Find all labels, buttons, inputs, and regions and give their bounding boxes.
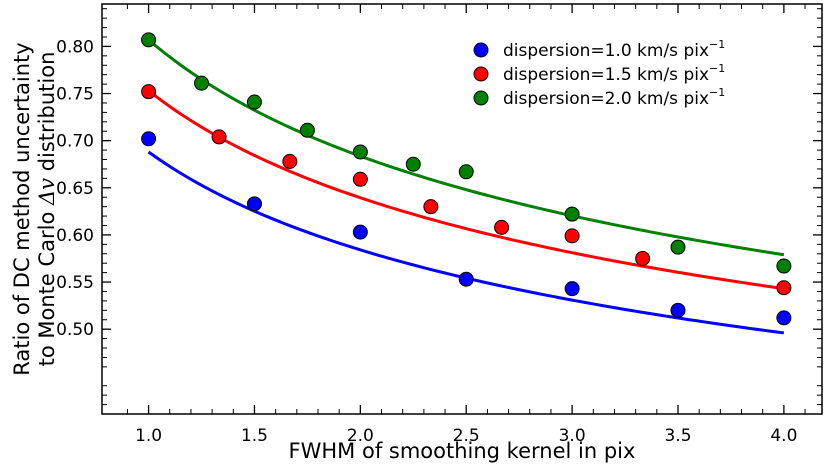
data-point-series-3 [246, 94, 262, 110]
data-point-series-1 [670, 302, 686, 318]
y-axis-label-line2-prefix: to Monte Carlo [35, 205, 59, 366]
x-tick-label: 2.0 [347, 426, 374, 446]
data-point-series-1 [776, 310, 792, 326]
data-point-series-1 [458, 271, 474, 287]
data-point-series-2 [776, 280, 792, 296]
data-point-series-2 [282, 153, 298, 169]
x-tick-label: 1.5 [241, 426, 268, 446]
x-axis-label: FWHM of smoothing kernel in pix [289, 439, 636, 463]
y-axis-label-line1: Ratio of DC method uncertainty [10, 42, 34, 375]
y-tick-label: 0.60 [56, 226, 94, 246]
data-point-series-2 [211, 129, 227, 145]
data-point-series-1 [246, 196, 262, 212]
data-point-series-3 [458, 164, 474, 180]
x-tick-label: 2.5 [453, 426, 480, 446]
y-axis-label-line2: to Monte Carlo Δv distribution [35, 52, 59, 367]
y-axis-label-2: to Monte Carlo Δv distribution [35, 52, 59, 367]
legend-label-series-1: dispersion=1.0 km/s pix−1 [503, 38, 725, 61]
ticks: 1.0 1.5 2.0 2.5 3.0 3.5 4.0 0.50 0.55 0.60 0.65 0.7… [56, 4, 822, 446]
y-tick-label: 0.50 [56, 320, 94, 340]
y-tick-label: 0.80 [56, 37, 94, 57]
y-tick-label: 0.65 [56, 179, 94, 199]
data-point-series-3 [141, 32, 157, 48]
legend-label-series-3: dispersion=2.0 km/s pix−1 [503, 86, 725, 109]
y-axis-label: Ratio of DC method uncertainty [10, 42, 34, 375]
fit-curve-series-2 [147, 89, 785, 291]
y-tick-label: 0.55 [56, 273, 94, 293]
legend-marker-series-1 [473, 42, 489, 58]
data-point-series-1 [352, 224, 368, 240]
data-point-series-3 [352, 144, 368, 160]
plot-area [141, 32, 792, 335]
y-tick-label: 0.70 [56, 132, 94, 152]
legend-marker-series-2 [473, 66, 489, 82]
x-tick-label: 4.0 [770, 426, 797, 446]
data-point-series-1 [141, 131, 157, 147]
legend-marker-series-3 [473, 90, 489, 106]
data-point-series-2 [564, 228, 580, 244]
data-point-series-3 [776, 258, 792, 274]
x-tick-label: 1.0 [135, 426, 162, 446]
fit-curve-series-3 [147, 38, 785, 257]
x-tick-label: 3.5 [664, 426, 691, 446]
data-point-series-2 [352, 171, 368, 187]
legend-label-series-2: dispersion=1.5 km/s pix−1 [503, 62, 725, 85]
data-point-series-2 [494, 219, 510, 235]
data-point-series-3 [670, 239, 686, 255]
data-point-series-3 [564, 206, 580, 222]
data-point-series-2 [635, 250, 651, 266]
legend: dispersion=1.0 km/s pix−1dispersion=1.5 … [473, 38, 725, 109]
x-tick-label: 3.0 [559, 426, 586, 446]
data-point-series-3 [405, 156, 421, 172]
data-point-series-2 [141, 84, 157, 100]
y-axis-label-line2-suffix: distribution [35, 52, 59, 178]
y-tick-label: 0.75 [56, 85, 94, 105]
data-point-series-2 [423, 199, 439, 215]
axes-frame [101, 3, 823, 415]
data-point-series-1 [564, 281, 580, 297]
data-point-series-3 [194, 75, 210, 91]
data-point-series-3 [299, 122, 315, 138]
y-axis-label-symbol: Δv [35, 178, 59, 206]
